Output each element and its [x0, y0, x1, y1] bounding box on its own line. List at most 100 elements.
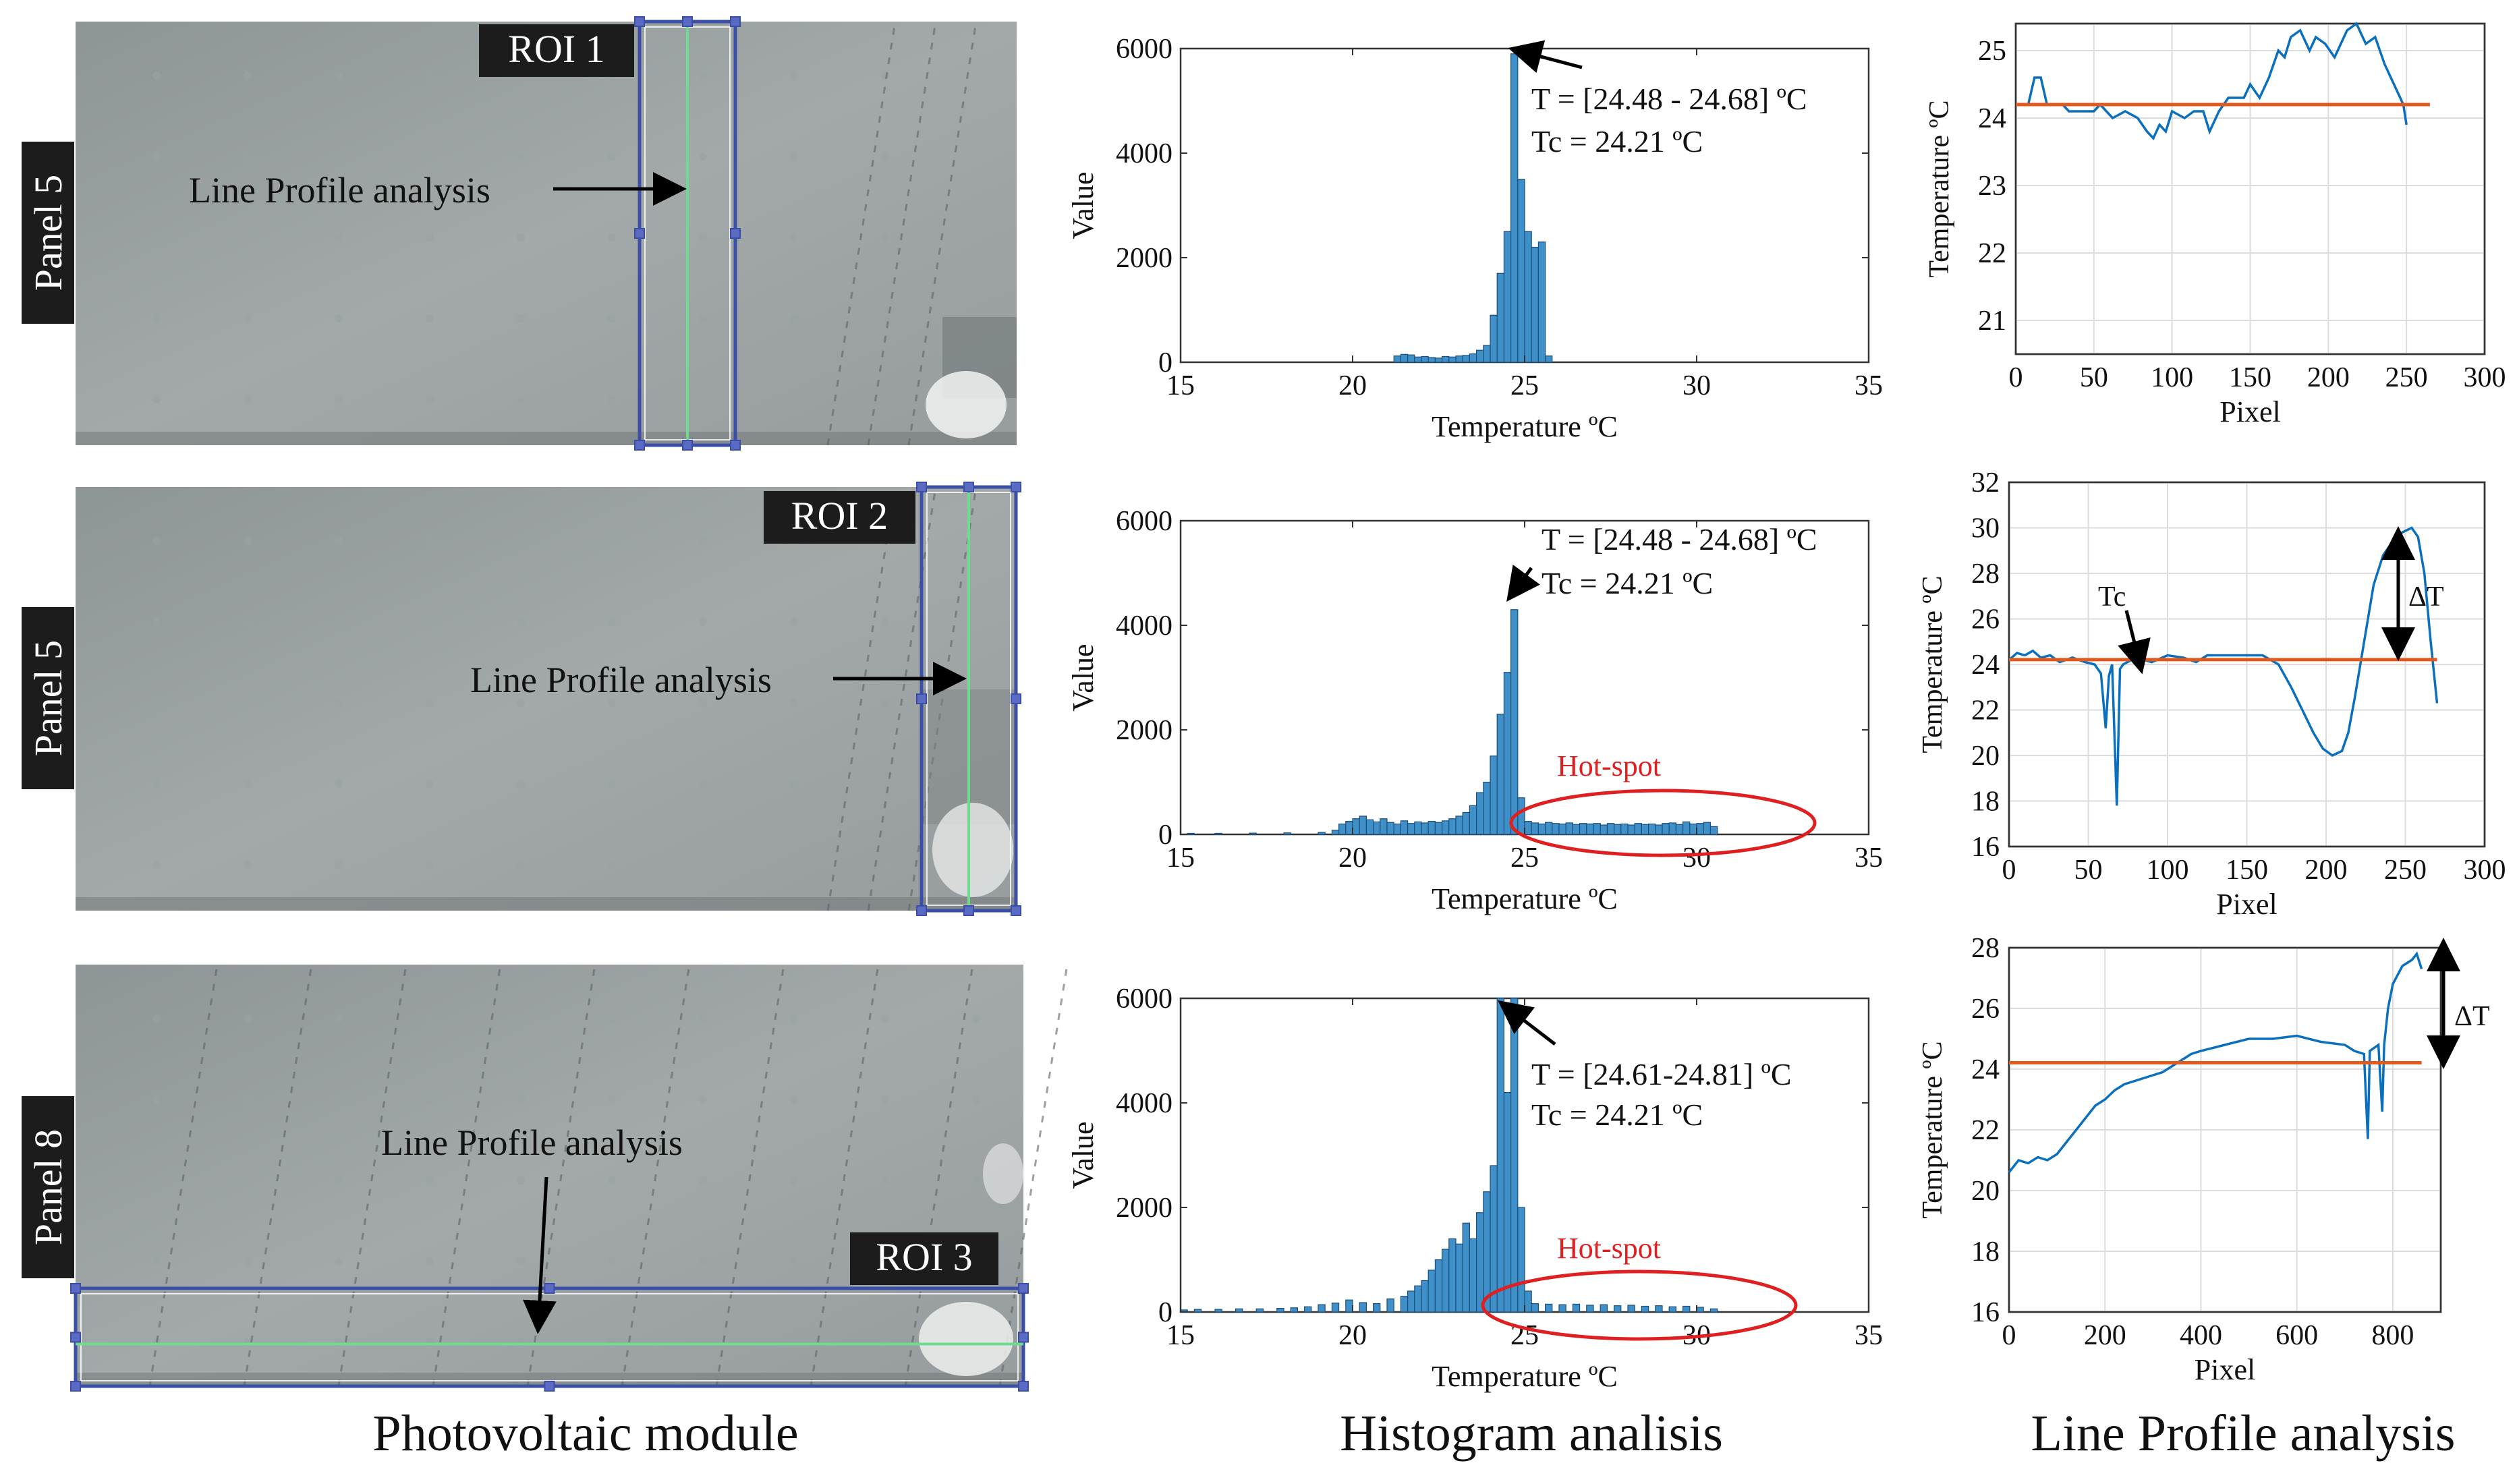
plot-border	[2008, 481, 2486, 848]
roi-handle	[730, 228, 741, 239]
histogram-bar	[1448, 356, 1457, 363]
roi-handle	[682, 16, 693, 27]
cell-dot	[426, 314, 434, 322]
y-tick-label: 24	[1971, 1054, 2000, 1085]
annotation-range: T = [24.48 - 24.68] ºC	[1531, 82, 1807, 116]
cell-dot	[426, 618, 434, 626]
cell-dot	[517, 699, 525, 707]
cell-dot	[881, 1015, 889, 1023]
cell-dot	[517, 1257, 525, 1265]
cell-dot	[517, 395, 525, 403]
histogram-bar	[1372, 1303, 1381, 1313]
y-tick-label: 22	[1971, 695, 2000, 726]
cell-dot	[426, 699, 434, 707]
cell-dot	[244, 618, 252, 626]
histogram-bar	[1503, 1091, 1512, 1313]
cell-dot	[426, 72, 434, 80]
cell-dot	[699, 152, 707, 161]
histogram-bar	[1393, 823, 1401, 835]
histogram-bar	[1641, 1305, 1649, 1313]
cell-dot	[244, 1095, 252, 1104]
cell-dot	[608, 1257, 616, 1265]
histogram-bar	[1503, 231, 1512, 363]
histogram-bar	[1709, 1308, 1718, 1313]
histogram-bar	[1318, 1304, 1326, 1313]
histogram-bar	[1427, 1269, 1436, 1313]
cell-dot	[426, 861, 434, 869]
annotation-tc: Tc = 24.21 ºC	[1531, 124, 1703, 159]
histogram-bar	[1400, 353, 1409, 363]
cell-dot	[244, 699, 252, 707]
cell-dot	[881, 780, 889, 788]
cell-border-line	[621, 964, 691, 1387]
histogram-bar	[1400, 820, 1409, 835]
annotation-range: T = [24.61-24.81] ºC	[1531, 1057, 1792, 1091]
histogram-bar	[1517, 1207, 1525, 1313]
y-tick-label: 26	[1971, 604, 2000, 635]
histogram-bar	[1696, 1307, 1704, 1313]
y-tick-label: 2000	[1116, 1193, 1172, 1224]
histogram-bar	[1414, 1285, 1422, 1313]
delta-t-label: ΔT	[2408, 581, 2444, 612]
y-axis-label: Value	[1067, 171, 1100, 239]
histogram-bar	[1193, 1309, 1202, 1313]
cell-border-line	[715, 964, 785, 1387]
cell-border-line	[243, 964, 313, 1387]
line-profile-label: Line Profile analysis	[381, 1122, 683, 1163]
cell-dot	[608, 152, 616, 161]
y-tick-label: 20	[1971, 1176, 2000, 1207]
x-tick-label: 35	[1855, 1320, 1883, 1351]
histogram-bar	[1627, 1305, 1635, 1313]
histogram-bar	[1490, 314, 1498, 363]
y-tick-label: 25	[1978, 36, 2006, 67]
line-profile-label: Line Profile analysis	[189, 170, 490, 210]
panel-tag-bg	[22, 607, 74, 789]
histogram-bar	[1689, 823, 1697, 835]
roi-handle	[70, 1332, 81, 1343]
histogram-bar	[1462, 355, 1470, 363]
histogram-bar	[1187, 832, 1195, 835]
cell-dot	[335, 699, 343, 707]
cell-dot	[152, 152, 161, 161]
y-tick-label: 4000	[1116, 138, 1172, 169]
frame-edge	[76, 897, 1017, 911]
histogram-bar	[1586, 823, 1594, 835]
cell-dot	[152, 1257, 161, 1265]
x-tick-label: 250	[2385, 362, 2428, 393]
cell-dot	[699, 314, 707, 322]
x-tick-label: 400	[2180, 1320, 2222, 1351]
thermal-image	[76, 965, 1023, 1386]
histogram-bar	[1496, 273, 1504, 363]
cell-dot	[244, 1015, 252, 1023]
cell-dot	[881, 618, 889, 626]
histogram-bar	[1442, 1249, 1450, 1313]
histogram-bar	[1469, 805, 1477, 835]
y-tick-label: 28	[1971, 559, 2000, 590]
cell-dot	[244, 1176, 252, 1185]
x-tick-label: 250	[2384, 855, 2427, 886]
y-tick-label: 16	[1971, 1297, 2000, 1328]
cell-dot	[699, 72, 707, 80]
histogram-bar	[1572, 1303, 1581, 1313]
y-tick-label: 30	[1971, 513, 2000, 544]
x-tick-label: 150	[2229, 362, 2271, 393]
cell-dot	[152, 699, 161, 707]
cell-dot	[881, 1095, 889, 1104]
cell-dot	[244, 537, 252, 545]
cell-border-line	[998, 964, 1069, 1387]
histogram-bar	[1682, 821, 1691, 835]
cell-border-line	[907, 21, 978, 446]
cell-dot	[790, 1176, 798, 1185]
cell-dot	[335, 72, 343, 80]
histogram-bar	[1407, 354, 1415, 363]
histogram-bar	[1400, 1296, 1409, 1313]
cell-dot	[790, 618, 798, 626]
y-tick-label: 0	[1158, 347, 1172, 378]
cell-border-line	[337, 964, 407, 1387]
x-tick-label: 30	[1682, 843, 1711, 874]
cell-dot	[881, 233, 889, 241]
roi-tag-bg	[850, 1232, 998, 1285]
roi-handle	[1011, 905, 1021, 916]
roi-label: ROI 2	[791, 494, 888, 538]
panel-label: Panel 8	[26, 1129, 70, 1245]
